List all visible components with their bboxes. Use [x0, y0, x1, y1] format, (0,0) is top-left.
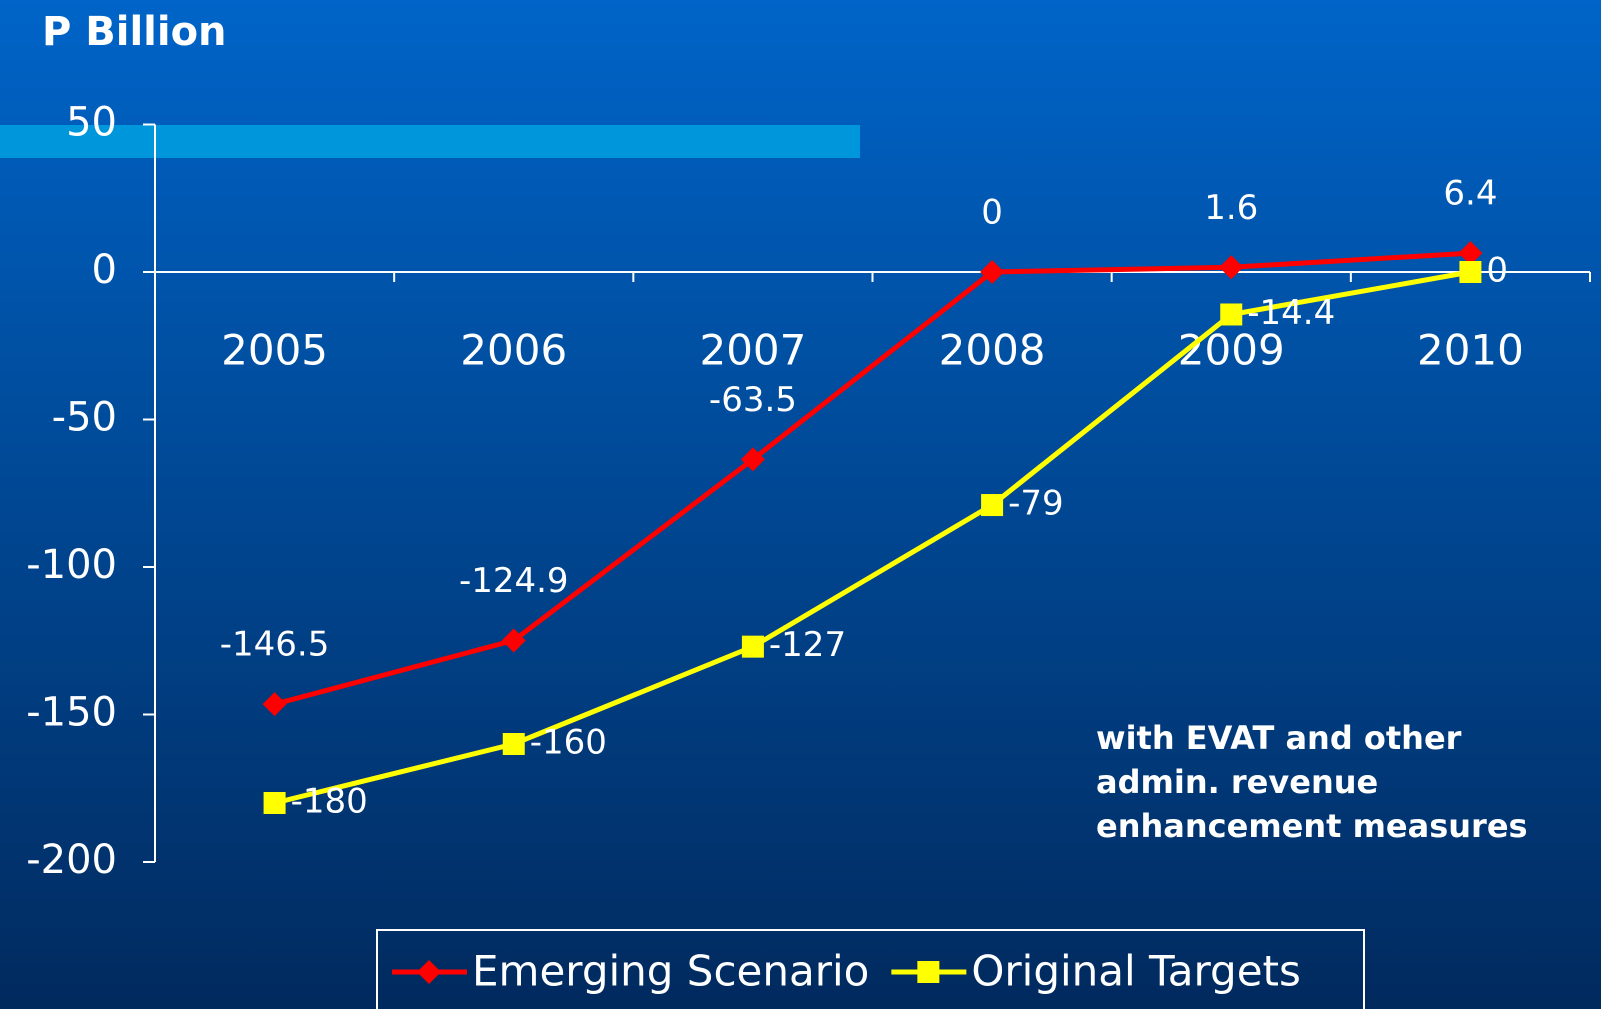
y-tick-label: -150 [26, 690, 117, 736]
legend-marker [917, 961, 940, 983]
data-label: -63.5 [709, 380, 797, 420]
data-label: -124.9 [459, 561, 569, 601]
marker [1220, 303, 1243, 326]
annotation: enhancement measures [1096, 807, 1528, 845]
marker [1219, 255, 1244, 280]
data-label: 0 [1486, 251, 1508, 291]
marker [262, 692, 287, 717]
y-tick-label: -100 [26, 542, 117, 588]
y-tick-label: -200 [26, 837, 117, 883]
data-label: -146.5 [220, 625, 330, 665]
legend-marker [417, 960, 441, 984]
series-line [273, 250, 1471, 707]
data-label: -79 [1008, 484, 1064, 524]
marker [981, 494, 1004, 517]
x-tick-label: 2005 [221, 326, 328, 375]
x-tick-label: 2008 [939, 326, 1046, 375]
data-label: -160 [530, 723, 607, 763]
marker [502, 733, 525, 755]
y-tick-label: -50 [52, 395, 117, 441]
marker [1458, 241, 1483, 266]
data-label: 1.6 [1204, 188, 1258, 228]
header-band [0, 125, 860, 158]
marker [741, 635, 764, 658]
y-tick-label: 50 [66, 100, 117, 146]
y-axis-label: P Billion [42, 9, 227, 55]
legend-box [376, 929, 1365, 1009]
data-label: -14.4 [1247, 293, 1335, 333]
series-line [273, 269, 1471, 806]
x-tick-label: 2006 [460, 326, 567, 375]
x-tick-label: 2007 [699, 326, 806, 375]
data-label: 6.4 [1443, 174, 1497, 214]
data-label: -127 [769, 625, 846, 665]
marker [740, 447, 765, 472]
marker [980, 260, 1005, 284]
data-label: 0 [981, 193, 1003, 233]
annotation: with EVAT and other [1096, 719, 1462, 757]
marker [501, 628, 526, 653]
annotation: admin. revenue [1096, 763, 1378, 801]
marker [263, 792, 286, 814]
legend-label: Original Targets [971, 947, 1301, 996]
marker [1459, 261, 1482, 283]
x-tick-label: 2009 [1178, 326, 1285, 375]
y-tick-label: 0 [92, 247, 117, 293]
data-label: -180 [291, 782, 368, 822]
x-tick-label: 2010 [1417, 326, 1524, 375]
legend-label: Emerging Scenario [472, 947, 869, 996]
